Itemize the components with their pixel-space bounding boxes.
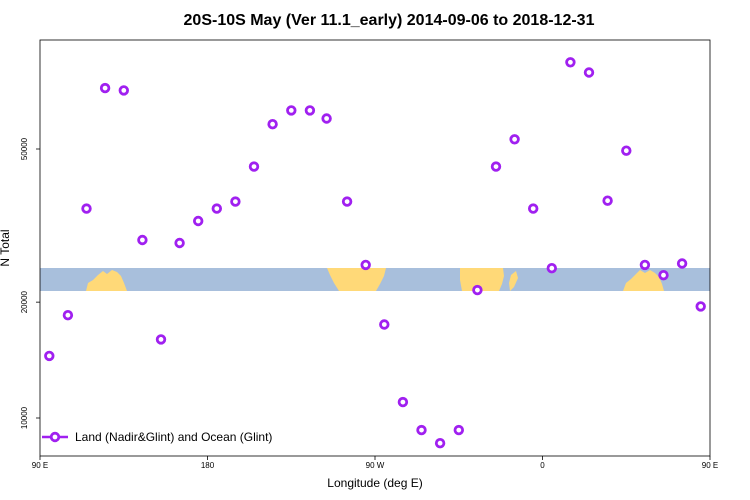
x-axis: 90 E 180 90 W 0 90 E — [32, 456, 718, 470]
x-tick-label: 90 W — [366, 461, 385, 470]
land-patch-australia — [86, 270, 127, 291]
data-point — [211, 203, 222, 214]
land-patches — [86, 268, 664, 291]
data-point — [81, 203, 92, 214]
data-point — [267, 118, 278, 130]
data-point — [99, 82, 111, 94]
land-patch-australia-repeat — [623, 270, 664, 291]
y-axis: 10000 20000 50000 — [20, 137, 40, 429]
data-point — [565, 57, 576, 68]
data-point — [546, 263, 557, 274]
land-patch-africa — [460, 268, 504, 291]
data-point — [118, 85, 129, 96]
data-point — [379, 319, 390, 330]
data-point — [192, 215, 204, 227]
x-tick-label: 90 E — [32, 461, 48, 470]
x-axis-label: Longitude (deg E) — [327, 476, 422, 490]
data-point — [621, 145, 632, 156]
data-point — [416, 424, 427, 436]
x-tick-label: 90 E — [702, 461, 718, 470]
chart-title: 20S-10S May (Ver 11.1_early) 2014-09-06 … — [184, 12, 595, 29]
data-point — [658, 270, 669, 281]
land-patch-madagascar — [509, 271, 518, 291]
data-point — [174, 237, 185, 249]
data-point — [304, 105, 316, 116]
data-point — [434, 438, 446, 449]
land-patch-south-america — [327, 268, 386, 291]
data-point — [248, 161, 260, 172]
y-tick-label: 10000 — [20, 406, 29, 429]
data-point — [230, 196, 241, 207]
data-point — [528, 203, 539, 214]
data-point — [360, 259, 371, 271]
legend-marker — [49, 431, 61, 443]
data-point — [62, 310, 74, 321]
data-point — [602, 195, 613, 206]
x-tick-label: 180 — [201, 461, 215, 470]
y-tick-label: 50000 — [20, 137, 29, 160]
data-point — [155, 334, 167, 345]
land-ocean-band — [40, 268, 710, 291]
data-point — [341, 196, 353, 207]
data-point — [397, 396, 409, 408]
data-point — [583, 67, 595, 78]
data-point — [286, 105, 297, 116]
data-point — [509, 134, 520, 145]
data-point — [321, 113, 332, 124]
data-point — [676, 258, 688, 269]
y-axis-label: N Total — [0, 229, 12, 266]
data-point — [453, 424, 464, 436]
data-point — [695, 301, 706, 312]
legend: Land (Nadir&Glint) and Ocean (Glint) — [42, 430, 272, 444]
data-point — [490, 161, 502, 172]
data-point — [44, 350, 55, 362]
y-tick-label: 20000 — [20, 290, 29, 313]
data-point — [472, 284, 483, 296]
data-point — [639, 259, 651, 271]
legend-label: Land (Nadir&Glint) and Ocean (Glint) — [75, 430, 272, 444]
data-points — [44, 57, 706, 449]
data-point — [137, 234, 148, 246]
x-tick-label: 0 — [540, 461, 545, 470]
